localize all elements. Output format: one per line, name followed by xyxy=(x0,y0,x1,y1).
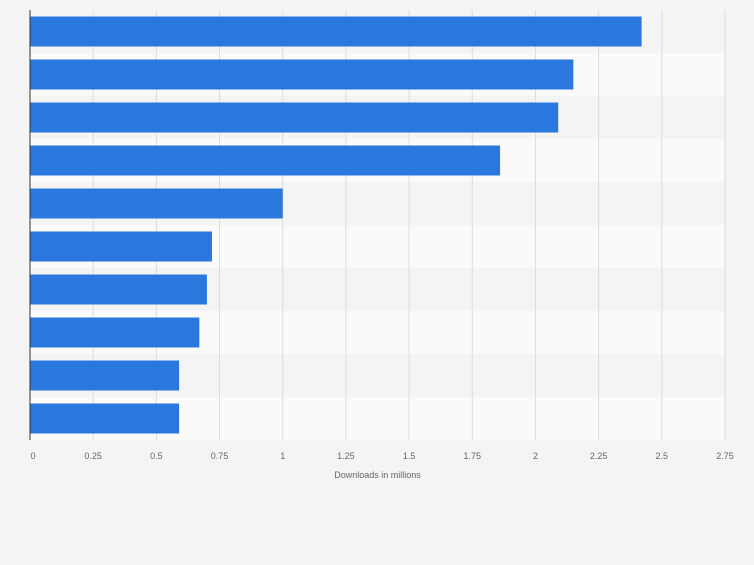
x-tick-label: 2.5 xyxy=(656,451,669,461)
x-axis-label: Downloads in millions xyxy=(334,470,421,480)
bars xyxy=(30,16,642,434)
x-tick-label: 1.5 xyxy=(403,451,416,461)
x-tick-label: 2 xyxy=(533,451,538,461)
x-tick-labels: 0 0.25 0.5 0.75 1 1.25 1.5 1.75 2 2.25 2.5 2.75 xyxy=(30,451,733,461)
bar xyxy=(30,231,212,262)
x-tick-label: 0.75 xyxy=(211,451,229,461)
x-tick-label: 1 xyxy=(280,451,285,461)
bar xyxy=(30,16,642,47)
x-tick-label: 0.25 xyxy=(84,451,102,461)
x-tick-label: 0.5 xyxy=(150,451,163,461)
bar xyxy=(30,403,180,434)
bar xyxy=(30,59,574,90)
bar xyxy=(30,274,207,305)
x-tick-label: 0 xyxy=(30,451,35,461)
x-tick-label: 2.25 xyxy=(590,451,608,461)
bar xyxy=(30,188,283,219)
x-tick-label: 2.75 xyxy=(716,451,734,461)
bar xyxy=(30,145,501,176)
bar xyxy=(30,360,180,391)
x-tick-label: 1.75 xyxy=(464,451,482,461)
x-tick-label: 1.25 xyxy=(337,451,355,461)
bar xyxy=(30,102,559,133)
bar xyxy=(30,317,200,348)
